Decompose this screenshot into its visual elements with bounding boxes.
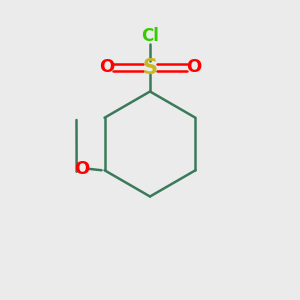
Text: O: O [74, 160, 90, 178]
Text: O: O [99, 58, 114, 76]
Text: O: O [186, 58, 201, 76]
Text: S: S [142, 58, 158, 77]
Text: Cl: Cl [141, 27, 159, 45]
